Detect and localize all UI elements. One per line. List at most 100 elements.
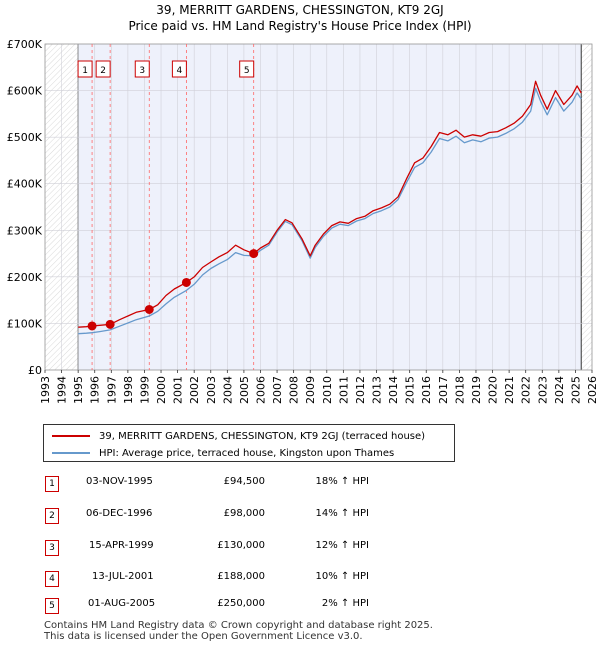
property-price-line — [78, 80, 582, 328]
y-axis: £0 £100K £200K £300K £400K £500K £600K £700K — [7, 38, 43, 377]
sale-hpi: 10% ↑ HPI — [315, 571, 369, 582]
legend: 39, MERRITT GARDENS, CHESSINGTON, KT9 2G… — [43, 424, 455, 462]
sale-date: 06-DEC-1996 — [86, 508, 153, 519]
x-tick-label: 2004 — [221, 376, 234, 404]
y-tick-label: £0 — [28, 364, 42, 377]
sale-row: 3 15-APR-1999 £130,000 12% ↑ HPI — [0, 537, 600, 557]
sale-date: 03-NOV-1995 — [86, 476, 153, 487]
x-tick-label: 1993 — [39, 376, 52, 404]
sale-point — [105, 319, 115, 329]
x-tick-label: 2019 — [470, 376, 483, 404]
legend-label-hpi: HPI: Average price, terraced house, King… — [99, 447, 395, 459]
sale-point — [87, 321, 97, 331]
x-tick-label: 1997 — [105, 376, 118, 404]
x-tick-label: 2016 — [420, 376, 433, 404]
sale-hpi: 18% ↑ HPI — [315, 476, 369, 487]
x-tick-label: 1995 — [72, 376, 85, 404]
sale-point — [181, 277, 191, 287]
x-tick-label: 2001 — [172, 376, 185, 404]
x-tick-label: 2012 — [354, 376, 367, 404]
footer-licence: This data is licensed under the Open Gov… — [44, 631, 363, 642]
sale-hpi: 2% ↑ HPI — [321, 598, 369, 609]
x-tick-label: 2000 — [155, 376, 168, 404]
hatch-region-end — [581, 44, 592, 370]
y-tick-label: £100K — [7, 317, 43, 330]
sale-badge-box — [134, 60, 150, 78]
chart-subtitle: Price paid vs. HM Land Registry's House … — [128, 19, 471, 33]
legend-swatch-property — [52, 435, 90, 437]
x-tick-label: 2024 — [553, 376, 566, 404]
x-tick-label: 2020 — [487, 376, 500, 404]
sale-badge-label: 3 — [139, 66, 145, 76]
x-tick-label: 2003 — [205, 376, 218, 404]
y-tick-label: £200K — [7, 271, 43, 284]
y-tick-label: £500K — [7, 131, 43, 144]
x-tick-label: 1998 — [122, 376, 135, 404]
sale-date: 01-AUG-2005 — [88, 598, 156, 609]
sale-hpi: 14% ↑ HPI — [315, 508, 369, 519]
sale-point — [144, 304, 154, 314]
sale-badge: 1 — [45, 476, 59, 492]
sale-row: 5 01-AUG-2005 £250,000 2% ↑ HPI — [0, 595, 600, 615]
legend-item-property: 39, MERRITT GARDENS, CHESSINGTON, KT9 2G… — [52, 428, 425, 444]
sale-badge-label: 1 — [82, 66, 88, 76]
sale-date: 13-JUL-2001 — [92, 571, 154, 582]
hpi-line — [78, 87, 582, 335]
sale-badge-box — [171, 60, 187, 78]
x-tick-label: 1999 — [138, 376, 151, 404]
sale-badge: 4 — [45, 571, 59, 587]
x-tick-label: 2021 — [503, 376, 516, 404]
sale-badge-label: 2 — [100, 66, 106, 76]
x-axis: 1993 1994 1995 1996 1997 1998 1999 2000 2001 2002… — [39, 370, 599, 404]
sale-badge: 5 — [45, 598, 59, 614]
sale-price: £188,000 — [217, 571, 265, 582]
x-tick-label: 2023 — [536, 376, 549, 404]
x-tick-label: 2006 — [254, 376, 267, 404]
sale-price: £250,000 — [217, 598, 265, 609]
x-tick-label: 2022 — [520, 376, 533, 404]
footer-copyright: Contains HM Land Registry data © Crown c… — [44, 620, 433, 631]
x-tick-label: 2009 — [304, 376, 317, 404]
x-tick-label: 2005 — [238, 376, 251, 404]
x-tick-label: 2011 — [337, 376, 350, 404]
x-tick-label: 2026 — [586, 376, 599, 404]
sale-price: £130,000 — [217, 540, 265, 551]
sale-points — [87, 249, 259, 331]
sale-price: £98,000 — [223, 508, 265, 519]
sale-badge-label: 5 — [244, 66, 250, 76]
price-chart: 39, MERRITT GARDENS, CHESSINGTON, KT9 2G… — [7, 3, 599, 404]
series-lines — [78, 80, 582, 335]
y-tick-label: £700K — [7, 38, 43, 51]
sale-date: 15-APR-1999 — [89, 540, 154, 551]
x-tick-label: 2008 — [288, 376, 301, 404]
sale-badge-label: 4 — [177, 66, 183, 76]
legend-swatch-hpi — [52, 452, 90, 454]
x-tick-label: 2015 — [404, 376, 417, 404]
x-tick-label: 1996 — [89, 376, 102, 404]
x-tick-label: 2007 — [271, 376, 284, 404]
x-tick-label: 2014 — [387, 376, 400, 404]
y-tick-label: £300K — [7, 224, 43, 237]
y-tick-label: £600K — [7, 85, 43, 98]
hpi-data-region — [78, 44, 582, 370]
sale-badge-box — [95, 60, 111, 78]
sale-row: 2 06-DEC-1996 £98,000 14% ↑ HPI — [0, 505, 600, 525]
sale-hpi: 12% ↑ HPI — [315, 540, 369, 551]
legend-label-property: 39, MERRITT GARDENS, CHESSINGTON, KT9 2G… — [99, 430, 426, 442]
chart-title: 39, MERRITT GARDENS, CHESSINGTON, KT9 2G… — [156, 3, 443, 17]
x-tick-label: 2002 — [188, 376, 201, 404]
plot-border — [44, 43, 593, 371]
y-tick-label: £400K — [7, 178, 43, 191]
sale-point — [249, 249, 259, 259]
sale-badge-box — [77, 60, 93, 78]
sale-badge: 3 — [45, 540, 59, 556]
x-tick-label: 2025 — [569, 376, 582, 404]
sale-row: 1 03-NOV-1995 £94,500 18% ↑ HPI — [0, 473, 600, 493]
legend-item-hpi: HPI: Average price, terraced house, King… — [52, 445, 394, 461]
sale-badge: 2 — [45, 508, 59, 524]
x-tick-label: 2018 — [453, 376, 466, 404]
sale-badge-box — [239, 60, 255, 78]
sale-badges: 1 2 3 4 5 — [77, 60, 255, 78]
x-tick-label: 2017 — [437, 376, 450, 404]
x-tick-label: 1994 — [56, 376, 69, 404]
